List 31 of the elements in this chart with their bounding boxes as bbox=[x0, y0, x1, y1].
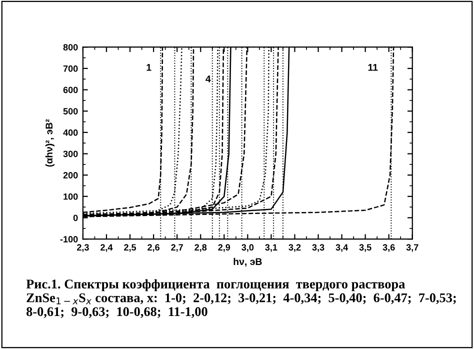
y-tick-label: 800 bbox=[63, 44, 78, 50]
x-tick-label: 3,0 bbox=[242, 244, 254, 252]
y-tick-label: 200 bbox=[63, 172, 78, 178]
x-tick-label: 2,8 bbox=[194, 244, 207, 252]
x-tick-label: 2,3 bbox=[76, 244, 89, 252]
annotation: 11 bbox=[368, 64, 378, 71]
x-axis-title: hν, эВ bbox=[234, 258, 262, 266]
x-tick-label: 2,7 bbox=[171, 244, 183, 252]
x-tick-label: 2,5 bbox=[124, 244, 136, 252]
x-tick-label: 3,5 bbox=[359, 244, 372, 252]
y-tick-label: 500 bbox=[63, 108, 78, 114]
x-tick-label: 3,4 bbox=[336, 244, 348, 252]
y-tick-label: 400 bbox=[63, 129, 78, 136]
x-tick-label: 3,3 bbox=[312, 244, 324, 252]
x-tick-label: 2,4 bbox=[100, 244, 113, 252]
y-tick-label: 600 bbox=[63, 86, 78, 94]
y-axis-title: (αhν)², эВ² bbox=[45, 119, 54, 167]
x-tick-label: 2,9 bbox=[218, 244, 230, 252]
annotation: 1 bbox=[146, 64, 152, 71]
x-tick-label: 3,2 bbox=[288, 244, 301, 252]
y-tick-label: 100 bbox=[64, 193, 78, 200]
x-tick-label: 3,1 bbox=[265, 244, 278, 252]
y-tick-label: 700 bbox=[63, 65, 78, 72]
y-tick-label: -100 bbox=[60, 236, 78, 242]
y-tick-label: 300 bbox=[63, 150, 78, 158]
x-tick-label: 3,7 bbox=[406, 244, 418, 252]
y-tick-label: 0 bbox=[73, 214, 78, 222]
x-tick-label: 3,6 bbox=[382, 244, 395, 252]
text: Рис.1. Спектры коэффициента поглощения твердого раствора ZnSe$_{1−x}$S$_{x}$ состава, х: 1-0; 2-0,12; 3-0,21; 4-0,34; 5-0,40; 6-0,47; 7-0,53; 8-0,61; 9-0,63; 10-0,68; 11-1,00 bbox=[26, 279, 456, 318]
annotation: 4 bbox=[206, 76, 211, 82]
x-tick-label: 2,6 bbox=[148, 244, 160, 252]
